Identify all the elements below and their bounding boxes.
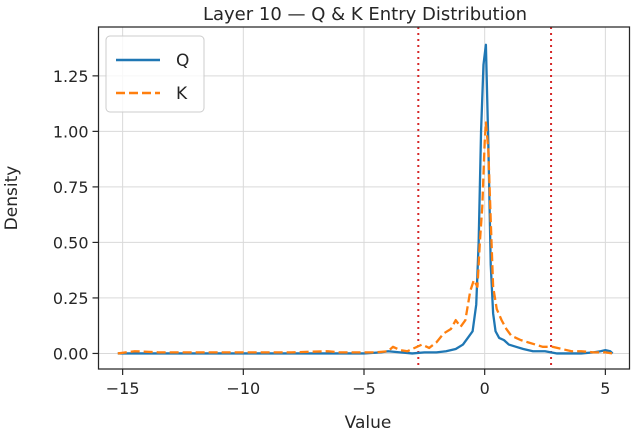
x-tick-label-2: −5: [352, 379, 376, 398]
y-axis-label: Density: [2, 166, 22, 231]
x-tick-label-0: −15: [106, 379, 140, 398]
y-tick-label-3: 0.75: [53, 178, 89, 197]
plot-series: [117, 43, 614, 355]
x-axis-ticks: −15 −10 −5 0 5: [106, 369, 610, 398]
y-axis-ticks: 0.00 0.25 0.50 0.75 1.00 1.25: [53, 67, 99, 363]
legend: Q K: [105, 35, 205, 113]
y-tick-label-2: 0.50: [53, 233, 89, 252]
y-tick-label-1: 0.25: [53, 289, 89, 308]
series-line-k: [117, 121, 613, 355]
x-tick-label-1: −10: [226, 379, 260, 398]
x-tick-label-3: 0: [480, 379, 490, 398]
x-axis-label: Value: [345, 413, 392, 433]
y-tick-label-5: 1.25: [53, 67, 89, 86]
legend-box: [105, 35, 205, 113]
x-tick-label-4: 5: [600, 379, 610, 398]
legend-label-q: Q: [176, 51, 189, 71]
y-tick-label-4: 1.00: [53, 122, 89, 141]
y-tick-label-0: 0.00: [53, 344, 89, 363]
chart-title: Layer 10 — Q & K Entry Distribution: [203, 4, 527, 25]
legend-label-k: K: [176, 84, 188, 104]
